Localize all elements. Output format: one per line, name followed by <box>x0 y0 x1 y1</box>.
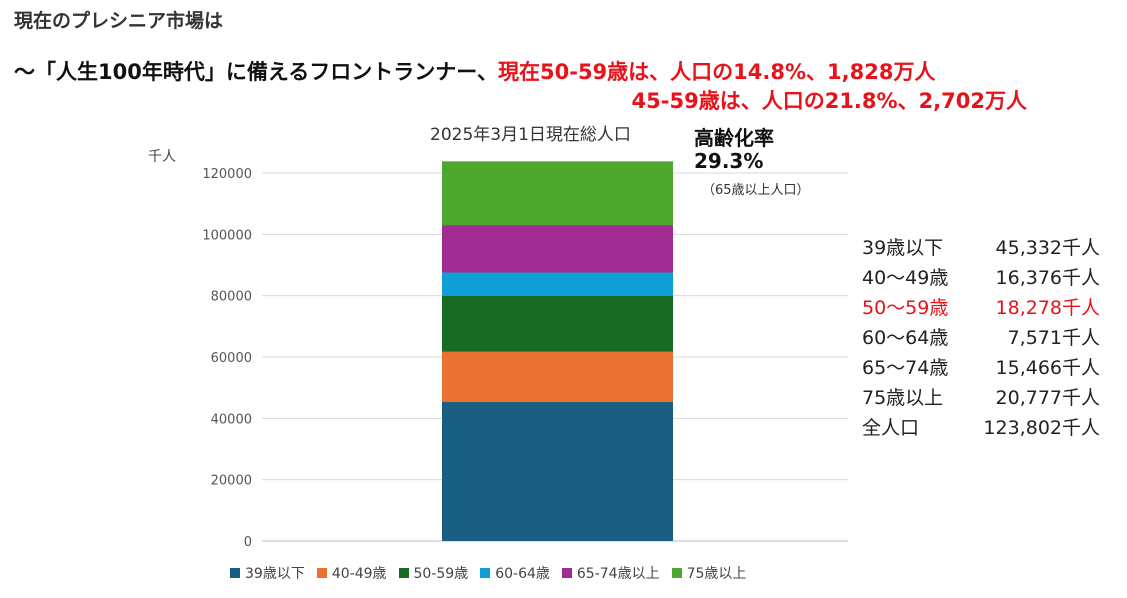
legend-label: 60-64歳 <box>495 566 550 582</box>
legend-swatch <box>480 568 491 578</box>
legend-label: 50-59歳 <box>413 566 469 582</box>
legend-item: 40-49歳 <box>316 563 387 583</box>
legend-swatch <box>398 568 409 578</box>
breakdown-value: 123,802千人 <box>983 417 1100 439</box>
aging-rate-value: 29.3% <box>694 149 764 173</box>
bar-segment <box>442 161 673 226</box>
y-tick-label: 80000 <box>211 290 252 305</box>
legend-item: 60-64歳 <box>480 563 550 583</box>
breakdown-value: 15,466千人 <box>995 357 1100 379</box>
legend-label: 39歳以下 <box>245 566 305 582</box>
chart-title: 2025年3月1日現在総人口 <box>430 125 631 145</box>
bar-segment <box>442 225 673 273</box>
breakdown-value: 16,376千人 <box>995 267 1100 289</box>
legend-swatch <box>316 568 327 578</box>
breakdown-label: 全人口 <box>862 417 920 439</box>
y-tick-label: 60000 <box>211 351 252 366</box>
breakdown-row: 50〜59歳 18,278千人 <box>862 293 1100 323</box>
legend-label: 75歳以上 <box>686 566 747 582</box>
bar-segment <box>442 295 673 352</box>
legend-label: 65-74歳以上 <box>576 566 660 582</box>
bar-segment <box>442 401 673 541</box>
legend-item: 65-74歳以上 <box>561 563 660 583</box>
subtitle-highlight: 現在50-59歳は、人口の14.8%、1,828万人 <box>498 60 936 84</box>
breakdown-label: 60〜64歳 <box>862 327 949 349</box>
bar-segment <box>442 272 673 296</box>
y-tick-label: 40000 <box>211 412 252 427</box>
breakdown-label: 75歳以上 <box>862 387 944 409</box>
legend-swatch <box>230 568 240 578</box>
y-axis-unit-label: 千人 <box>148 149 176 165</box>
chart-legend: 39歳以下 40-49歳 50-59歳 60-64歳 65-74歳以上 75歳以上 <box>230 563 758 583</box>
breakdown-row: 60〜64歳 7,571千人 <box>862 323 1100 353</box>
population-breakdown-list: 39歳以下 45,332千人 40〜49歳 16,376千人 50〜59歳 18,278千… <box>862 233 1100 443</box>
breakdown-row: 全人口 123,802千人 <box>862 413 1100 443</box>
subtitle-line-1: 〜「人生100年時代」に備えるフロントランナー、現在50-59歳は、人口の14.… <box>14 56 935 86</box>
breakdown-row: 39歳以下 45,332千人 <box>862 233 1100 263</box>
breakdown-row: 75歳以上 20,777千人 <box>862 383 1100 413</box>
legend-item: 75歳以上 <box>671 563 747 583</box>
y-tick-label: 0 <box>244 535 252 550</box>
breakdown-label: 39歳以下 <box>862 237 944 259</box>
breakdown-value: 20,777千人 <box>995 387 1100 409</box>
bar-segment <box>442 351 673 402</box>
breakdown-row: 65〜74歳 15,466千人 <box>862 353 1100 383</box>
breakdown-value: 18,278千人 <box>995 297 1100 319</box>
breakdown-label: 65〜74歳 <box>862 357 949 379</box>
subtitle-line-2: 45-59歳は、人口の21.8%、2,702万人 <box>631 89 1027 113</box>
breakdown-value: 45,332千人 <box>995 237 1100 259</box>
legend-swatch <box>671 568 682 578</box>
legend-item: 50-59歳 <box>398 563 469 583</box>
aging-rate-label: 高齢化率 <box>694 126 774 150</box>
y-tick-label: 20000 <box>211 474 252 489</box>
subtitle-prefix: 〜「人生100年時代」に備えるフロントランナー、 <box>14 60 498 84</box>
y-tick-label: 120000 <box>202 167 252 182</box>
breakdown-row: 40〜49歳 16,376千人 <box>862 263 1100 293</box>
breakdown-label: 40〜49歳 <box>862 267 949 289</box>
legend-label: 40-49歳 <box>331 566 387 582</box>
legend-item: 39歳以下 <box>230 563 305 583</box>
page-title: 現在のプレシニア市場は <box>14 10 224 32</box>
legend-swatch <box>561 568 572 578</box>
y-tick-label: 100000 <box>202 228 252 243</box>
breakdown-value: 7,571千人 <box>1007 327 1100 349</box>
aging-rate-note: （65歳以上人口） <box>702 183 810 198</box>
breakdown-label: 50〜59歳 <box>862 297 949 319</box>
